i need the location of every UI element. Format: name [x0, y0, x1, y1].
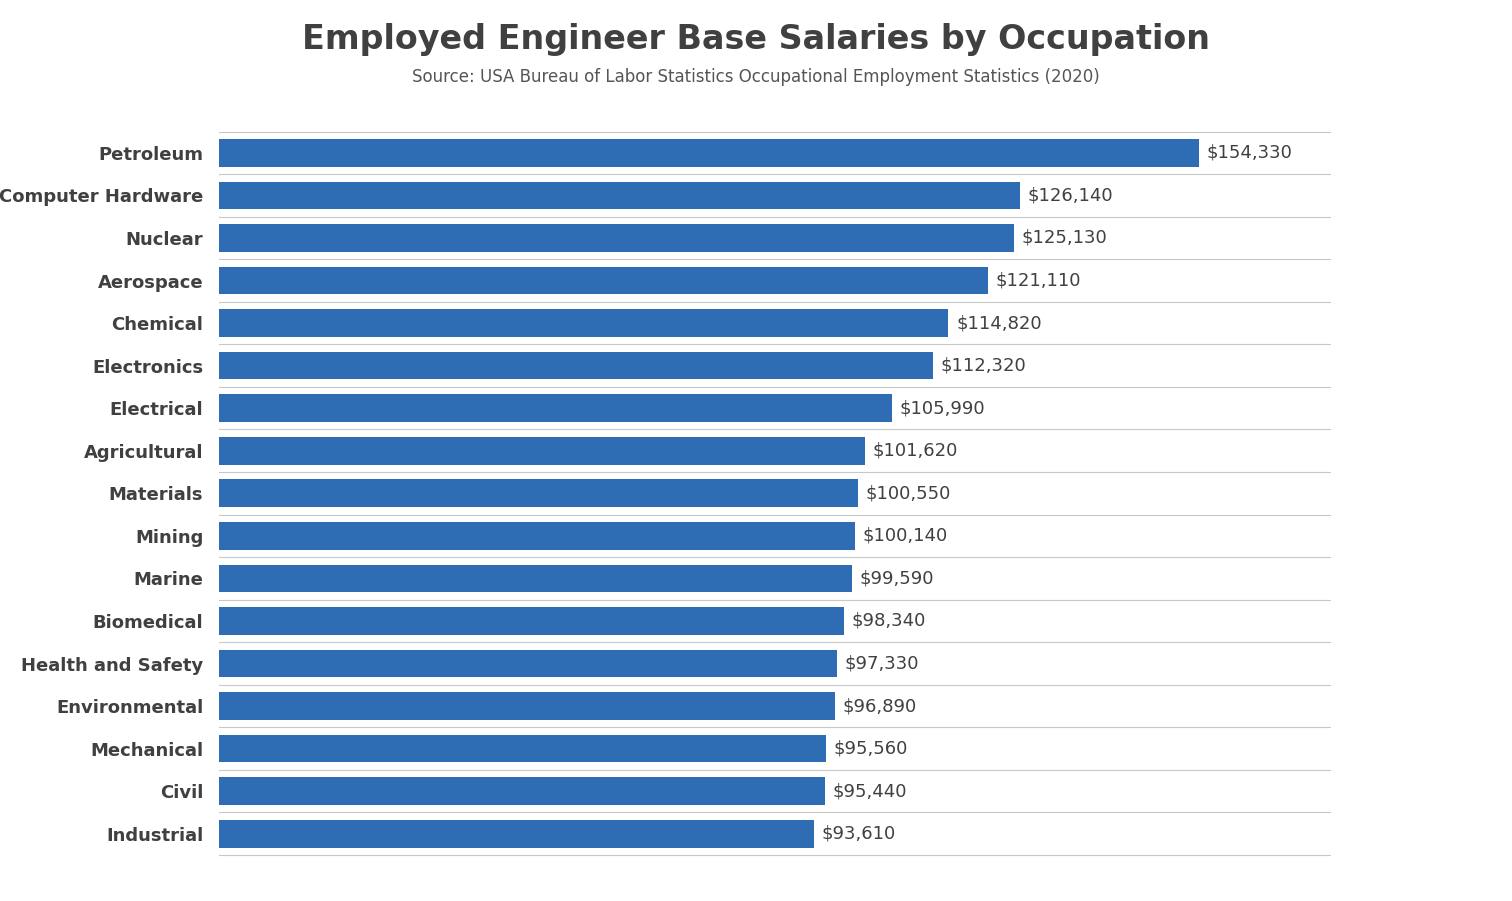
Bar [219, 139, 1199, 167]
Bar [219, 395, 892, 422]
Text: Source: USA Bureau of Labor Statistics Occupational Employment Statistics (2020): Source: USA Bureau of Labor Statistics O… [413, 68, 1099, 86]
Text: $154,330: $154,330 [1207, 144, 1293, 162]
Text: $121,110: $121,110 [996, 271, 1081, 289]
Text: $105,990: $105,990 [900, 399, 986, 417]
Bar [219, 565, 851, 592]
Text: $114,820: $114,820 [956, 314, 1042, 332]
Text: $93,610: $93,610 [821, 824, 895, 842]
Bar [219, 309, 948, 337]
Text: $95,440: $95,440 [833, 782, 907, 800]
Bar [219, 778, 826, 805]
Text: $101,620: $101,620 [872, 441, 957, 460]
Bar [219, 735, 826, 762]
Bar [219, 820, 813, 848]
Bar [219, 224, 1015, 251]
Bar [219, 267, 989, 295]
Bar [219, 692, 835, 720]
Bar [219, 479, 857, 507]
Bar [219, 351, 933, 379]
Text: Employed Engineer Base Salaries by Occupation: Employed Engineer Base Salaries by Occup… [302, 23, 1210, 56]
Text: $100,140: $100,140 [863, 527, 948, 545]
Text: $98,340: $98,340 [851, 612, 925, 630]
Bar [219, 182, 1021, 209]
Bar [219, 522, 856, 550]
Text: $96,890: $96,890 [842, 697, 916, 715]
Text: $97,330: $97,330 [845, 654, 919, 672]
Text: $125,130: $125,130 [1022, 229, 1107, 247]
Text: $95,560: $95,560 [833, 740, 909, 758]
Bar [219, 607, 844, 635]
Text: $112,320: $112,320 [940, 357, 1025, 375]
Text: $100,550: $100,550 [865, 485, 951, 502]
Text: $99,590: $99,590 [859, 569, 934, 587]
Text: $126,140: $126,140 [1028, 187, 1113, 205]
Bar [219, 650, 838, 678]
Bar [219, 437, 865, 465]
